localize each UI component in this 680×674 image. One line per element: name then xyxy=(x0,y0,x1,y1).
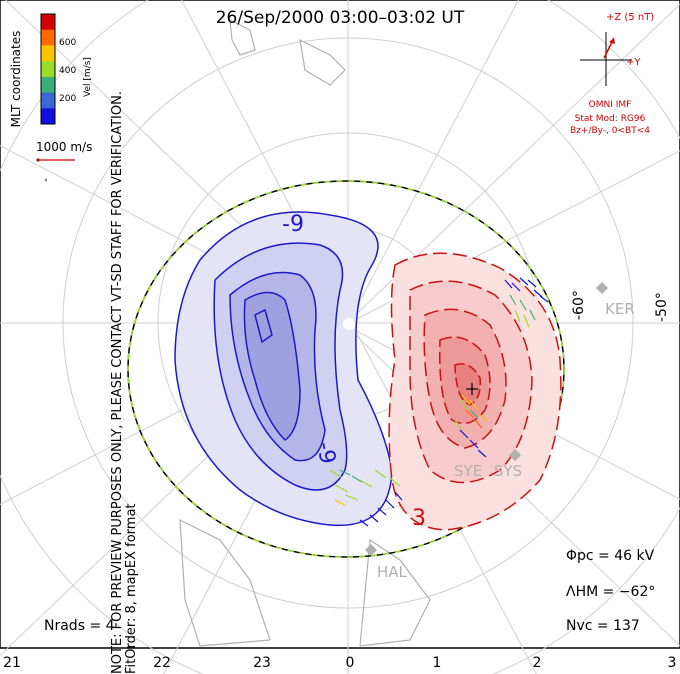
imf-dial xyxy=(580,32,632,86)
color-bar-segment xyxy=(41,61,55,78)
mlt-tick: 21 xyxy=(3,655,21,671)
mlt-tick: 2 xyxy=(532,655,542,671)
radar-markers xyxy=(365,282,608,556)
map-title: 26/Sep/2000 03:00–03:02 UT xyxy=(215,8,465,28)
contour-label-negative: -9 xyxy=(311,440,340,466)
color-bar-segment xyxy=(41,108,55,125)
coastlines xyxy=(179,18,431,647)
velocity-vectors xyxy=(329,277,549,527)
velocity-color-bar xyxy=(40,13,56,125)
radar-label: HAL xyxy=(377,563,407,581)
color-bar-segment xyxy=(41,45,55,62)
imf-z-label: +Z (5 nT) xyxy=(606,12,655,23)
pole-marker xyxy=(343,318,355,330)
mlt-tick: 1 xyxy=(432,655,442,671)
latitude-label: -50° xyxy=(654,292,670,322)
contour-label-positive: 3 xyxy=(412,506,426,531)
mlt-coordinates-label: MLT coordinates xyxy=(9,30,23,128)
mlt-tick: 22 xyxy=(153,655,171,671)
mlt-tick: 23 xyxy=(253,655,271,671)
legend-unit: Vel [m/s] xyxy=(83,57,93,97)
radar-label: SYS xyxy=(494,462,523,480)
color-bar-segment xyxy=(41,76,55,94)
positive-potential-cell xyxy=(388,252,562,531)
mlt-tick: 3 xyxy=(667,655,677,671)
legend-tick: 200 xyxy=(59,94,77,104)
legend-tick: 600 xyxy=(59,38,77,48)
imf-y-label: +Y xyxy=(626,57,641,68)
contour-label-negative: -9 xyxy=(282,212,304,237)
cross-polar-potential: Φpc = 46 kV xyxy=(566,548,655,564)
negative-potential-cell xyxy=(174,211,393,527)
color-bar-outline xyxy=(40,13,56,125)
radar-label: SYE xyxy=(454,462,483,480)
legend-tick: 400 xyxy=(59,66,77,76)
fit-order-note: FitOrder: 8, mapEX format xyxy=(124,503,139,674)
stat-model-conditions: Bz+/By-, 0<BT<4 xyxy=(570,126,650,136)
radar-count: Nrads = 4 xyxy=(44,618,115,634)
color-bar-segment xyxy=(41,14,55,31)
color-bar-segment xyxy=(41,92,55,109)
latitude-label: -60° xyxy=(571,290,587,320)
color-bar-segment xyxy=(41,29,55,46)
preview-note: NOTE: FOR PREVIEW PURPOSES ONLY, PLEASE … xyxy=(110,91,125,674)
side-note: NOTE: FOR PREVIEW PURPOSES ONLY, PLEASE … xyxy=(110,74,139,674)
stat-model: Stat Mod: RG96 xyxy=(574,114,646,124)
mlt-tick: 0 xyxy=(345,655,355,671)
imf-source: OMNI IMF xyxy=(588,100,632,110)
hm-boundary-dashes xyxy=(127,180,565,558)
scale-label: 1000 m/s xyxy=(36,140,93,154)
vector-count: Nvc = 137 xyxy=(566,618,640,634)
radar-label: KER xyxy=(605,300,635,318)
hm-boundary-latitude: ΛHM = −62° xyxy=(566,584,656,600)
